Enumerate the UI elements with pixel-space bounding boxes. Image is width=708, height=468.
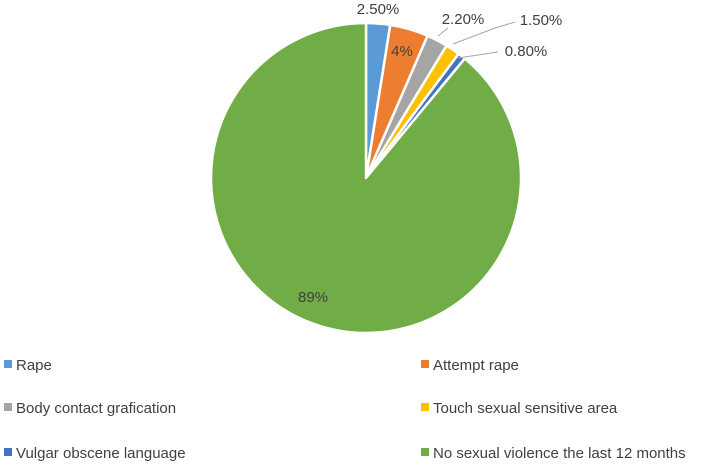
legend-label-rape: Rape bbox=[16, 357, 52, 374]
pie-slices bbox=[209, 21, 523, 335]
leader-line-body-contact bbox=[437, 27, 449, 37]
data-label-body-contact: 2.20% bbox=[442, 11, 485, 28]
data-label-touch-sensitive: 1.50% bbox=[520, 12, 563, 29]
legend-swatch-touch-sensitive bbox=[421, 403, 429, 411]
legend-label-touch-sensitive: Touch sexual sensitive area bbox=[433, 400, 618, 417]
data-label-rape: 2.50% bbox=[357, 1, 400, 18]
legend-label-body-contact: Body contact grafication bbox=[16, 400, 176, 417]
legend: Rape Attempt rape Body contact grafication… bbox=[4, 357, 686, 462]
legend-swatch-rape bbox=[4, 360, 12, 368]
legend-label-vulgar-language: Vulgar obscene language bbox=[16, 445, 186, 462]
leader-line-touch-sensitive bbox=[452, 21, 516, 45]
leader-line-vulgar-language bbox=[457, 51, 499, 59]
legend-label-attempt-rape: Attempt rape bbox=[433, 357, 519, 374]
data-label-vulgar-language: 0.80% bbox=[505, 43, 548, 60]
legend-swatch-no-violence bbox=[421, 448, 429, 456]
legend-swatch-attempt-rape bbox=[421, 360, 429, 368]
legend-swatch-vulgar-language bbox=[4, 448, 12, 456]
leader-lines bbox=[437, 21, 516, 59]
data-label-attempt-rape: 4% bbox=[391, 43, 413, 60]
data-labels: 2.50% 4% 2.20% 1.50% 0.80% 89% bbox=[298, 1, 562, 306]
pie-slice-no-violence bbox=[209, 21, 523, 335]
legend-label-no-violence: No sexual violence the last 12 months bbox=[433, 445, 686, 462]
data-label-no-violence: 89% bbox=[298, 289, 328, 306]
legend-swatch-body-contact bbox=[4, 403, 12, 411]
